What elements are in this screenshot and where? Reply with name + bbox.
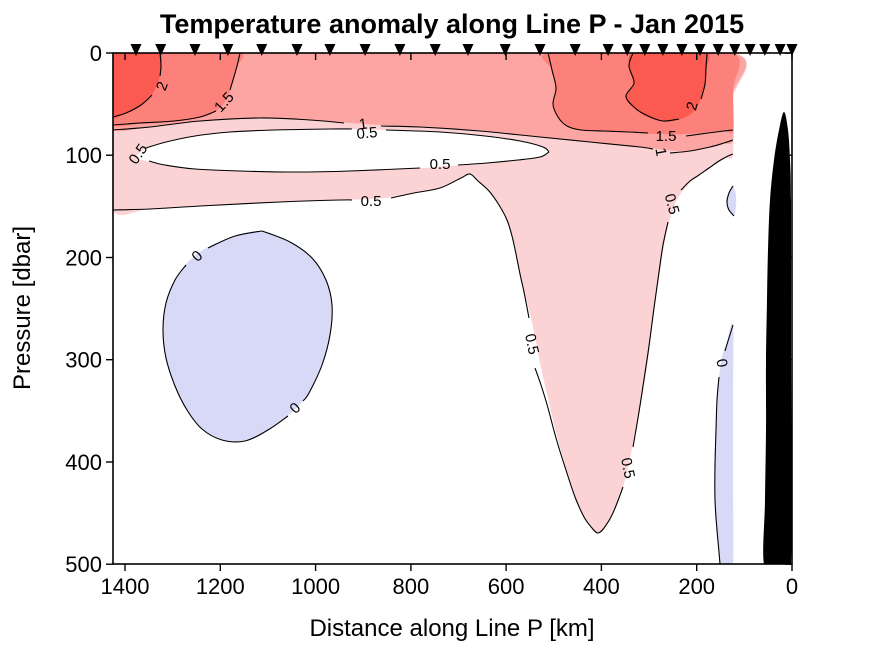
contour-line-0.5 <box>148 160 421 173</box>
x-tick-label: 1200 <box>196 574 245 599</box>
contour-label-0.5: 0.5 <box>356 124 378 143</box>
station-marker <box>712 44 724 56</box>
contour-line-1 <box>380 125 654 150</box>
contour-line-2 <box>159 53 162 77</box>
contour-line-0 <box>726 185 735 217</box>
contour-line-0.5 <box>113 199 353 211</box>
contour-line-1 <box>669 139 734 154</box>
contour-line-1 <box>113 117 345 131</box>
station-marker <box>189 44 201 56</box>
axis-tick-labels: 1400 1200 1000 800 600 400 200 0 0 100 200 300 400 50… <box>65 41 798 599</box>
contour-line-0.5 <box>390 173 530 319</box>
station-marker <box>744 44 756 56</box>
contour-fill-band_m05_0 <box>163 230 333 442</box>
contour-label-0.5: 0.5 <box>617 456 638 480</box>
contour-fill-band_2_25 <box>113 53 162 119</box>
contour-lines <box>113 53 735 564</box>
contour-label-1: 1 <box>358 115 369 133</box>
contour-line-0.5 <box>534 367 624 534</box>
station-marker <box>359 44 371 56</box>
station-marker <box>569 44 581 56</box>
bathymetry-wedge <box>763 112 792 564</box>
station-marker <box>499 44 511 56</box>
y-tick-label: 0 <box>90 41 102 66</box>
station-marker <box>602 44 614 56</box>
contour-line-1.5 <box>113 110 217 126</box>
station-marker <box>759 44 771 56</box>
contour-line-0 <box>162 264 289 443</box>
contour-line-0.5 <box>457 151 550 166</box>
contour-fill-band_2_25 <box>625 53 710 122</box>
station-marker <box>774 44 786 56</box>
contour-line-1.5 <box>547 53 649 134</box>
y-tick-label: 500 <box>65 552 102 577</box>
station-marker <box>462 44 474 56</box>
plot-title: Temperature anomaly along Line P - Jan 2… <box>160 9 744 39</box>
x-tick-label: 400 <box>583 574 620 599</box>
station-marker <box>155 44 167 56</box>
contour-fill-band_05_1 <box>113 53 747 533</box>
contour-fill-band_m05_0 <box>714 322 734 564</box>
x-tick-label: 800 <box>393 574 430 599</box>
station-markers <box>130 44 798 56</box>
station-marker <box>676 44 688 56</box>
station-marker <box>621 44 633 56</box>
contour-label-0.5: 0.5 <box>361 193 382 210</box>
contour-fill-regions <box>113 53 747 564</box>
station-marker <box>694 44 706 56</box>
y-tick-label: 300 <box>65 348 102 373</box>
y-tick-label: 100 <box>65 143 102 168</box>
x-tick-label: 600 <box>488 574 525 599</box>
axes-frame <box>112 52 793 565</box>
y-tick-label: 200 <box>65 246 102 271</box>
contour-line-0.5 <box>632 221 669 448</box>
contour-line-0 <box>714 376 721 564</box>
x-axis-label: Distance along Line P [km] <box>309 615 594 642</box>
station-marker <box>291 44 303 56</box>
contour-line-0 <box>724 324 734 352</box>
contour-line-1.5 <box>229 53 241 91</box>
contour-label-0: 0 <box>712 358 730 369</box>
bathymetry-polygon <box>763 112 792 564</box>
contour-line-2 <box>700 53 708 100</box>
contour-line-2 <box>113 94 153 118</box>
station-marker <box>534 44 546 56</box>
contour-label-0.5: 0.5 <box>661 192 683 217</box>
contour-label-1.5: 1.5 <box>656 128 677 145</box>
contour-line-2 <box>625 53 680 122</box>
x-tick-label: 1400 <box>101 574 150 599</box>
contour-line-0.5 <box>385 129 550 153</box>
station-marker <box>786 44 798 56</box>
contour-label-0.5: 0.5 <box>521 332 542 356</box>
contour-line-1.5 <box>685 129 734 137</box>
station-marker <box>256 44 268 56</box>
x-tick-label: 200 <box>678 574 715 599</box>
y-axis-label: Pressure [dbar] <box>9 226 36 390</box>
station-marker <box>657 44 669 56</box>
x-tick-label: 1000 <box>291 574 340 599</box>
contour-line-0 <box>207 230 263 249</box>
station-marker <box>429 44 441 56</box>
y-tick-label: 400 <box>65 450 102 475</box>
station-marker <box>324 44 336 56</box>
x-tick-label: 0 <box>786 574 798 599</box>
station-marker <box>729 44 741 56</box>
contour-label-1: 1 <box>651 147 669 158</box>
station-marker <box>130 44 142 56</box>
station-marker <box>639 44 651 56</box>
contour-label-0.5: 0.5 <box>430 156 451 173</box>
station-marker <box>394 44 406 56</box>
station-marker <box>222 44 234 56</box>
contour-line-0.5 <box>680 153 734 191</box>
contour-line-0.5 <box>145 128 353 149</box>
contour-line-0 <box>261 230 333 402</box>
contour-fill-band_m05_0 <box>727 185 737 217</box>
